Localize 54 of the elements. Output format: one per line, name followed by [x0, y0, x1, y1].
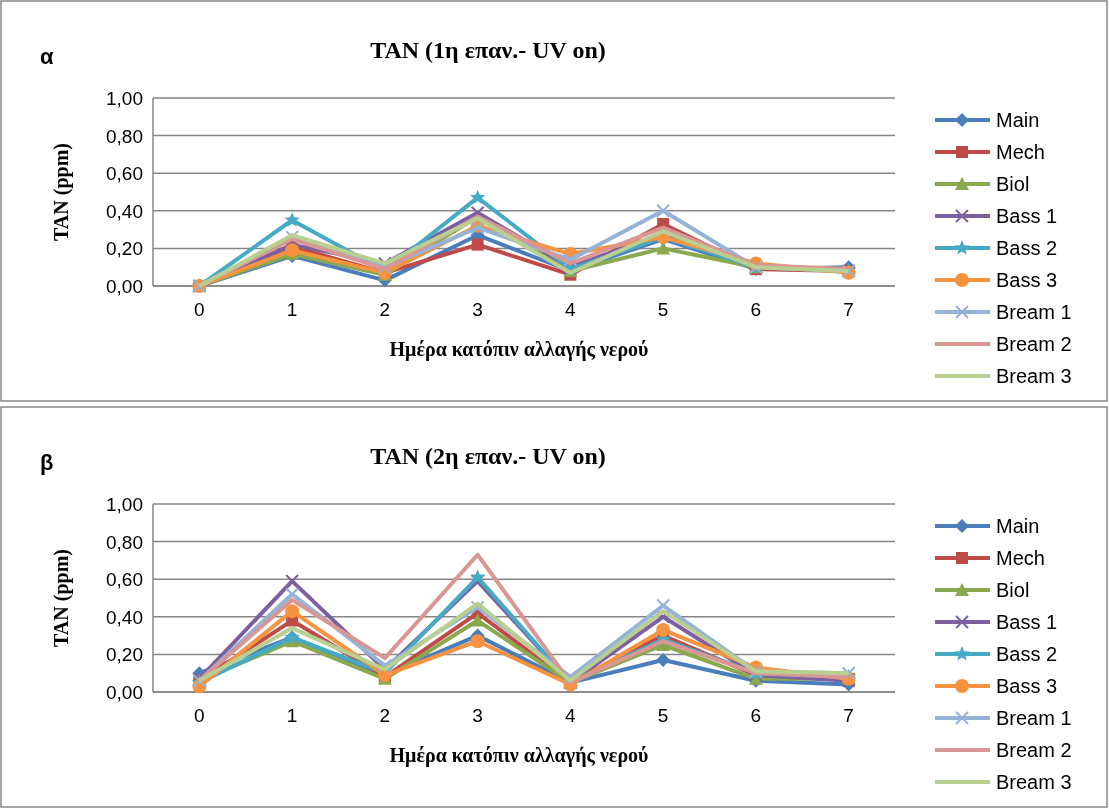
x-tick-label: 6 [750, 299, 762, 320]
y-tick-label: 0,80 [106, 531, 143, 553]
x-tick-label: 5 [657, 705, 669, 726]
y-tick-label: 0,40 [106, 606, 143, 628]
y-tick-label: 0,60 [106, 163, 143, 185]
x-tick-label: 6 [750, 705, 762, 726]
legend-label: Main [996, 515, 1040, 537]
legend-label: Biol [996, 173, 1030, 195]
legend-label: Bream 3 [996, 771, 1072, 793]
x-tick-label: 2 [379, 299, 391, 320]
x-tick-label: 4 [565, 705, 577, 726]
legend-label: Mech [996, 547, 1045, 569]
legend-label: Bass 3 [996, 675, 1058, 697]
chart-title: TAN (2η επαν.- UV on) [370, 443, 606, 469]
x-axis-title: Ημέρα κατόπιν αλλαγής νερού [389, 744, 649, 767]
y-tick-label: 1,00 [106, 494, 143, 515]
legend-label: Bream 2 [996, 739, 1072, 761]
y-axis-title: TAN (ppm) [50, 143, 73, 241]
legend-label: Bream 1 [996, 301, 1072, 323]
y-tick-label: 1,00 [106, 88, 143, 109]
legend-label: Bass 2 [996, 643, 1058, 665]
y-tick-label: 0,20 [106, 238, 143, 260]
y-tick-label: 0,00 [106, 276, 143, 297]
legend-label: Bass 1 [996, 205, 1058, 227]
chart-title: TAN (1η επαν.- UV on) [370, 37, 606, 63]
x-tick-label: 0 [194, 705, 205, 726]
x-axis-title: Ημέρα κατόπιν αλλαγής νερού [389, 338, 649, 361]
y-tick-label: 0,60 [106, 569, 143, 591]
legend-label: Bream 1 [996, 707, 1072, 729]
legend-label: Main [996, 109, 1040, 131]
x-tick-label: 7 [843, 299, 854, 320]
text: β [40, 450, 54, 475]
legend-label: Biol [996, 579, 1030, 601]
y-tick-label: 0,20 [106, 644, 143, 666]
x-tick-label: 1 [286, 705, 298, 726]
legend-label: Bream 3 [996, 365, 1072, 387]
x-tick-label: 5 [657, 299, 669, 320]
legend-label: Bass 3 [996, 269, 1058, 291]
x-tick-label: 0 [194, 299, 205, 320]
legend-label: Mech [996, 141, 1045, 163]
x-tick-label: 3 [472, 705, 483, 726]
y-tick-label: 0,00 [106, 682, 143, 703]
legend-label: Bass 1 [996, 611, 1058, 633]
x-tick-label: 7 [843, 705, 854, 726]
text: α [40, 44, 54, 69]
y-tick-label: 0,80 [106, 125, 143, 147]
x-tick-label: 4 [565, 299, 577, 320]
legend-label: Bream 2 [996, 333, 1072, 355]
legend-label: Bass 2 [996, 237, 1058, 259]
y-axis-title: TAN (ppm) [50, 549, 73, 647]
x-tick-label: 1 [286, 299, 298, 320]
x-tick-label: 2 [379, 705, 391, 726]
y-tick-label: 0,40 [106, 200, 143, 222]
x-tick-label: 3 [472, 299, 483, 320]
